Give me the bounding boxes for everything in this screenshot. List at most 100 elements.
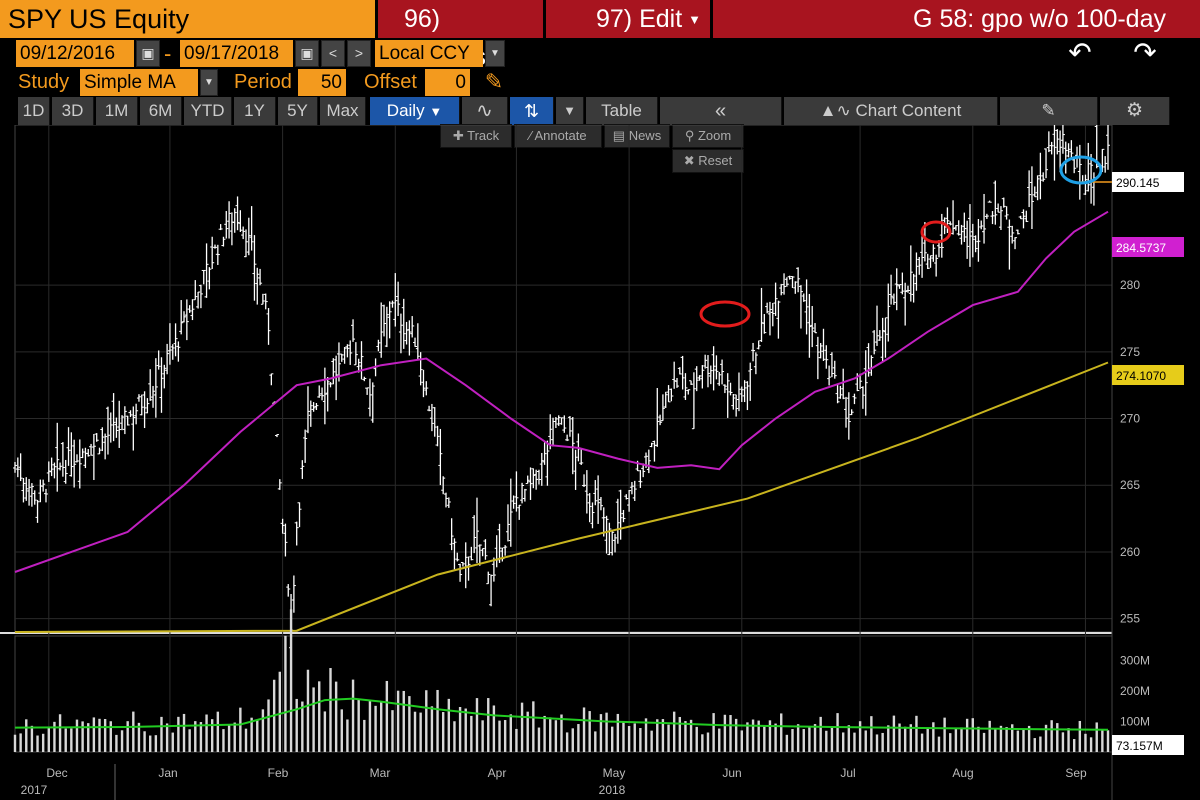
pencil-icon[interactable]: ✎ [484, 69, 504, 94]
calendar-icon[interactable]: ▣ [136, 40, 160, 67]
currency-select[interactable]: Local CCY [375, 40, 483, 67]
redo-icon[interactable]: ↷ [1125, 38, 1165, 68]
actions-menu[interactable]: 96) Actions▼ [378, 0, 543, 71]
volume-bar [137, 722, 141, 752]
dropdown-caret-icon[interactable]: ▼ [556, 97, 584, 125]
frequency-select[interactable]: Daily ▼ [370, 97, 460, 125]
volume-bar [154, 735, 158, 752]
x-tick-month: Apr [488, 766, 507, 780]
range-1m[interactable]: 1M [96, 97, 138, 125]
dropdown-caret-icon[interactable]: ▼ [200, 69, 218, 96]
study-label: Study [18, 71, 70, 93]
dropdown-caret-icon[interactable]: ▼ [485, 40, 505, 67]
volume-bar [622, 722, 625, 752]
range-max[interactable]: Max [320, 97, 366, 125]
volume-bar [87, 723, 90, 752]
end-date-field[interactable]: 09/17/2018 [180, 40, 293, 67]
volume-bar [58, 714, 62, 752]
chevron-left-icon[interactable]: < [321, 40, 345, 67]
volume-ma-line [14, 697, 1109, 731]
reset-label: Reset [698, 153, 733, 168]
volume-bar [898, 723, 901, 752]
highlight-circle-red [920, 220, 952, 244]
volume-bar [903, 726, 907, 752]
volume-bar [194, 721, 197, 752]
period-field[interactable]: 50 [298, 69, 346, 96]
volume-bar [396, 690, 400, 752]
volume-bar [746, 722, 749, 752]
collapse-icon[interactable]: « [660, 97, 782, 125]
volume-bar [825, 730, 828, 752]
volume-bar [177, 716, 180, 752]
x-tick-month: Dec [46, 766, 67, 780]
volume-bar [334, 681, 338, 752]
price-bars [13, 125, 1110, 664]
sma-50-line [14, 210, 1109, 573]
volume-bar [323, 711, 327, 752]
dropdown-caret-icon: ▼ [688, 12, 702, 28]
range-5y[interactable]: 5Y [278, 97, 318, 125]
calendar-icon[interactable]: ▣ [295, 40, 319, 67]
volume-bar [870, 716, 873, 752]
volume-bar [954, 727, 958, 752]
volume-bar [582, 707, 586, 752]
volume-bar [132, 711, 135, 752]
volume-bar [791, 728, 794, 752]
range-6m[interactable]: 6M [140, 97, 182, 125]
price-last-badge: 290.145 [1112, 172, 1184, 192]
reset-button[interactable]: ✖ Reset [672, 149, 744, 173]
volume-bar [977, 726, 980, 752]
volume-bar [103, 719, 107, 752]
volume-bar [109, 721, 112, 752]
volume-bar [250, 717, 253, 752]
annotate-button[interactable]: ∕ Annotate [514, 124, 602, 148]
range-1d[interactable]: 1D [18, 97, 50, 125]
volume-bar [999, 725, 1003, 752]
table-button[interactable]: Table [586, 97, 658, 125]
edit-icon[interactable]: ✎ [1000, 97, 1098, 125]
volume-bar [408, 696, 411, 752]
price-chart[interactable]: 255 260 265 270 275 280 300M 200M 100M Dec Jan Fe… [0, 125, 1200, 800]
x-tick-month: Feb [268, 766, 289, 780]
range-1y[interactable]: 1Y [234, 97, 276, 125]
volume-bar [554, 720, 558, 752]
bar-chart-icon[interactable]: ⇅ [510, 97, 554, 125]
news-button[interactable]: ▤ News [604, 124, 670, 148]
track-button[interactable]: ✚ Track [440, 124, 512, 148]
start-date-field[interactable]: 09/12/2016 [16, 40, 134, 67]
last-value-badges: 290.145 284.5737 274.1070 73.157M [1080, 172, 1184, 755]
volume-tick-label: 100M [1120, 714, 1150, 728]
volume-bar [1033, 738, 1036, 752]
volume-bar [98, 718, 101, 752]
range-3d[interactable]: 3D [52, 97, 94, 125]
volume-bar [1072, 739, 1076, 752]
volume-bar [887, 725, 890, 752]
highlight-circle-blue [1059, 155, 1103, 185]
chart-content-button[interactable]: ▲∿ Chart Content [784, 97, 998, 125]
x-tick-month: Aug [952, 766, 973, 780]
range-ytd[interactable]: YTD [184, 97, 232, 125]
volume-bar [1067, 728, 1070, 752]
offset-field[interactable]: 0 [425, 69, 470, 96]
volume-tick-label: 200M [1120, 684, 1150, 698]
volume-bar [1078, 720, 1082, 752]
security-ticker[interactable]: SPY US Equity [0, 0, 375, 38]
volume-bar [678, 716, 682, 752]
volume-bar [182, 713, 186, 752]
news-label: News [628, 128, 662, 143]
x-tick-year: 2018 [599, 783, 626, 797]
gear-icon[interactable]: ⚙ [1100, 97, 1170, 125]
edit-menu[interactable]: 97) Edit ▼ [546, 0, 710, 38]
y-tick-label: 270 [1120, 412, 1140, 426]
volume-bar [565, 732, 569, 752]
chevron-right-icon[interactable]: > [347, 40, 371, 67]
volume-bar [751, 719, 755, 752]
volume-bar [346, 719, 349, 752]
track-label: Track [467, 128, 500, 143]
undo-icon[interactable]: ↶ [1060, 38, 1100, 68]
volume-bar [441, 712, 445, 752]
y-tick-label: 275 [1120, 345, 1140, 359]
study-select[interactable]: Simple MA [80, 69, 198, 96]
line-chart-icon[interactable]: ∿ [462, 97, 508, 125]
header-bar: SPY US Equity 96) Actions▼ 97) Edit ▼ G 5… [0, 0, 1200, 71]
